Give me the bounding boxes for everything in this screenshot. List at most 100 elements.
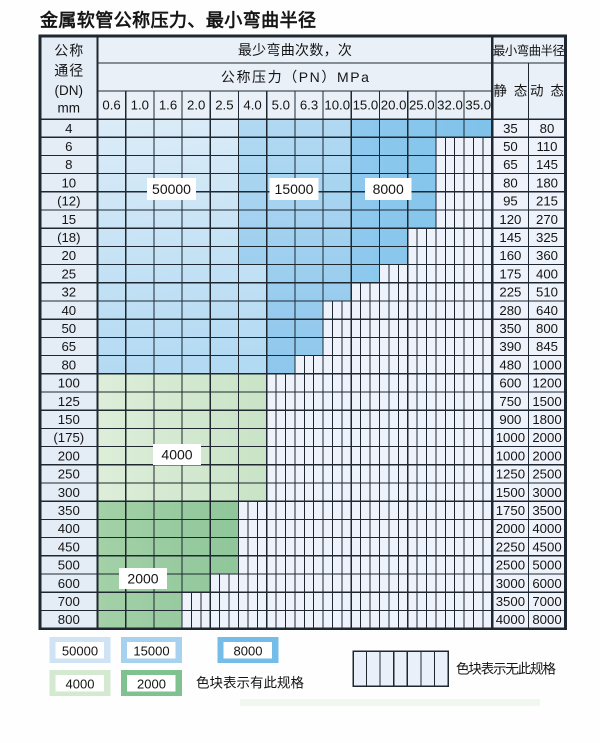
svg-text:4000: 4000 <box>161 446 192 462</box>
svg-text:50000: 50000 <box>152 181 191 197</box>
svg-text:20.0: 20.0 <box>381 98 407 113</box>
svg-text:125: 125 <box>58 394 80 409</box>
svg-text:65: 65 <box>61 339 76 354</box>
svg-text:公称压力（PN）MPa: 公称压力（PN）MPa <box>221 69 369 85</box>
svg-text:2000: 2000 <box>496 521 525 536</box>
svg-text:8: 8 <box>65 157 72 172</box>
svg-text:35.0: 35.0 <box>465 98 491 113</box>
svg-text:2500: 2500 <box>532 467 561 482</box>
svg-text:5000: 5000 <box>532 558 561 573</box>
svg-text:10.0: 10.0 <box>324 98 350 113</box>
svg-text:25: 25 <box>61 266 76 281</box>
svg-text:5.0: 5.0 <box>272 98 290 113</box>
svg-text:360: 360 <box>536 248 558 263</box>
svg-text:公称: 公称 <box>54 43 83 59</box>
svg-text:80: 80 <box>540 121 555 136</box>
svg-text:225: 225 <box>499 285 521 300</box>
svg-text:1750: 1750 <box>496 503 525 518</box>
svg-text:50: 50 <box>61 321 76 336</box>
svg-text:400: 400 <box>58 521 80 536</box>
svg-text:350: 350 <box>58 503 80 518</box>
svg-text:1500: 1500 <box>496 485 525 500</box>
svg-text:6: 6 <box>65 139 72 154</box>
svg-text:4000: 4000 <box>532 521 561 536</box>
svg-text:(12): (12) <box>57 194 80 209</box>
svg-text:32.0: 32.0 <box>437 98 463 113</box>
svg-text:270: 270 <box>536 212 558 227</box>
svg-text:0.6: 0.6 <box>102 98 120 113</box>
svg-text:2000: 2000 <box>127 570 158 586</box>
svg-text:15: 15 <box>61 212 76 227</box>
svg-text:32: 32 <box>61 285 76 300</box>
svg-text:金属软管公称压力、最小弯曲半径: 金属软管公称压力、最小弯曲半径 <box>39 10 316 31</box>
svg-text:500: 500 <box>58 558 80 573</box>
svg-text:800: 800 <box>58 612 80 627</box>
svg-text:2.0: 2.0 <box>187 98 205 113</box>
svg-text:25.0: 25.0 <box>409 98 435 113</box>
svg-text:2000: 2000 <box>532 448 561 463</box>
svg-text:900: 900 <box>499 412 521 427</box>
svg-text:3000: 3000 <box>496 576 525 591</box>
svg-text:145: 145 <box>499 230 521 245</box>
svg-text:175: 175 <box>499 266 521 281</box>
svg-text:480: 480 <box>499 357 521 372</box>
svg-text:4.0: 4.0 <box>243 98 261 113</box>
svg-text:845: 845 <box>536 339 558 354</box>
svg-text:(DN): (DN) <box>55 83 84 98</box>
svg-text:15000: 15000 <box>133 644 169 659</box>
svg-text:2000: 2000 <box>532 430 561 445</box>
svg-text:6000: 6000 <box>532 576 561 591</box>
svg-text:15.0: 15.0 <box>353 98 379 113</box>
svg-text:20: 20 <box>61 248 76 263</box>
svg-text:4: 4 <box>65 121 72 136</box>
svg-text:1000: 1000 <box>496 430 525 445</box>
svg-text:35: 35 <box>503 121 518 136</box>
svg-text:8000: 8000 <box>373 181 404 197</box>
svg-text:4000: 4000 <box>66 677 95 692</box>
svg-text:160: 160 <box>499 248 521 263</box>
svg-text:2.5: 2.5 <box>215 98 233 113</box>
svg-text:600: 600 <box>58 576 80 591</box>
svg-text:1000: 1000 <box>532 357 561 372</box>
svg-text:145: 145 <box>536 157 558 172</box>
svg-text:450: 450 <box>58 539 80 554</box>
svg-text:7000: 7000 <box>532 594 561 609</box>
svg-text:3500: 3500 <box>532 503 561 518</box>
svg-text:1250: 1250 <box>496 467 525 482</box>
svg-text:15000: 15000 <box>275 181 314 197</box>
svg-text:10: 10 <box>61 175 76 190</box>
svg-text:280: 280 <box>499 303 521 318</box>
svg-text:600: 600 <box>499 376 521 391</box>
svg-text:250: 250 <box>58 467 80 482</box>
svg-text:动 态: 动 态 <box>530 84 564 99</box>
svg-text:80: 80 <box>61 357 76 372</box>
svg-text:1.6: 1.6 <box>159 98 177 113</box>
svg-text:mm: mm <box>58 101 81 116</box>
svg-text:1200: 1200 <box>532 376 561 391</box>
svg-text:100: 100 <box>58 376 80 391</box>
svg-text:80: 80 <box>503 175 518 190</box>
svg-text:(18): (18) <box>57 230 80 245</box>
svg-text:1800: 1800 <box>532 412 561 427</box>
svg-text:640: 640 <box>536 303 558 318</box>
svg-text:200: 200 <box>58 448 80 463</box>
svg-text:2500: 2500 <box>496 558 525 573</box>
svg-text:50000: 50000 <box>62 644 98 659</box>
svg-text:静 态: 静 态 <box>493 84 527 99</box>
svg-text:2250: 2250 <box>496 539 525 554</box>
svg-text:3000: 3000 <box>532 485 561 500</box>
svg-text:800: 800 <box>536 321 558 336</box>
svg-text:色块表示有此规格: 色块表示有此规格 <box>196 675 305 691</box>
svg-text:300: 300 <box>58 485 80 500</box>
svg-text:通径: 通径 <box>54 63 83 79</box>
svg-text:1.0: 1.0 <box>131 98 149 113</box>
svg-text:色块表示无此规格: 色块表示无此规格 <box>456 661 557 677</box>
svg-text:50: 50 <box>503 139 518 154</box>
svg-text:510: 510 <box>536 285 558 300</box>
svg-text:120: 120 <box>499 212 521 227</box>
svg-text:2000: 2000 <box>137 677 166 692</box>
svg-text:95: 95 <box>503 194 518 209</box>
svg-text:1500: 1500 <box>532 394 561 409</box>
svg-text:8000: 8000 <box>234 644 263 659</box>
svg-text:110: 110 <box>536 139 557 154</box>
